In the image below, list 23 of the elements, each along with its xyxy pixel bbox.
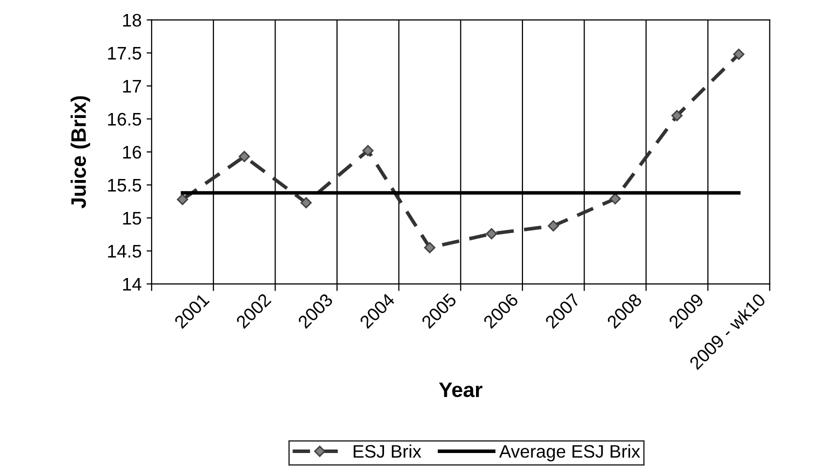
- y-tick-label: 17: [123, 80, 141, 92]
- y-tick-label: 15.5: [108, 179, 142, 192]
- point: [424, 242, 436, 254]
- x-axis-title: Year: [438, 382, 482, 398]
- y-tick-label: 16: [123, 146, 142, 159]
- y-tick-label: 17.5: [108, 47, 142, 60]
- y-tick-label: 14.5: [108, 245, 142, 258]
- legend-label: ESJ Brix: [354, 444, 422, 458]
- point: [610, 193, 621, 204]
- point: [671, 110, 683, 122]
- point: [300, 197, 312, 208]
- y-tick-label: 18: [123, 14, 142, 27]
- point: [176, 194, 188, 206]
- point: [733, 48, 744, 60]
- y-tick-label: 15: [123, 212, 142, 225]
- point: [486, 228, 498, 240]
- y-axis-title: Juice (Brix): [70, 96, 90, 208]
- point: [362, 144, 374, 156]
- point: [548, 220, 559, 232]
- legend-label: Average ESJ Brix: [499, 444, 640, 462]
- y-tick-label: 14: [123, 278, 142, 290]
- y-tick-label: 16.5: [108, 112, 142, 126]
- point: [238, 150, 250, 162]
